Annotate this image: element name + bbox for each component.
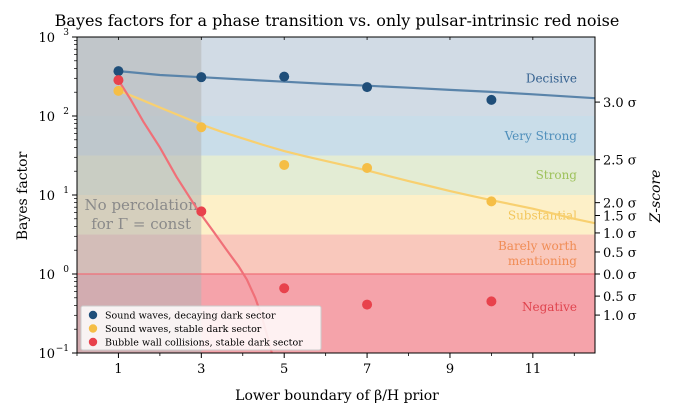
x-tick-label-4: 9 (446, 362, 454, 377)
chart-title: Bayes factors for a phase transition vs.… (55, 11, 620, 30)
point-series-0-0 (113, 66, 124, 77)
y-tick-exponent-2: 1 (63, 186, 69, 196)
band-label-3: Strong (536, 168, 578, 182)
point-series-1-3 (362, 162, 373, 173)
legend-label-1: Sound waves, stable dark sector (105, 324, 262, 335)
y-axis-label: Bayes factor (15, 151, 31, 240)
data-points (113, 66, 497, 310)
y-tick-exponent-3: 2 (63, 107, 69, 117)
right-y-axis-label: Z-score (648, 170, 664, 224)
z-tick-label-8: 3.0 σ (603, 96, 637, 111)
point-series-0-4 (486, 94, 497, 105)
y-tick-exponent-4: 3 (63, 28, 69, 38)
point-series-1-4 (486, 196, 497, 207)
legend-marker-0 (88, 310, 98, 320)
no-percolation-line2: for Γ = const (91, 215, 191, 233)
point-series-2-1 (196, 206, 207, 217)
y-tick-label-4: 10 (38, 31, 55, 46)
z-tick-label-1: 0.5 σ (603, 290, 637, 305)
z-tick-label-2: 0.0 σ (603, 268, 637, 283)
z-tick-label-6: 2.0 σ (603, 197, 637, 212)
point-series-0-3 (362, 82, 373, 93)
y-tick-label-0: 10 (38, 347, 55, 362)
band-label-2: Substantial (508, 209, 577, 223)
z-tick-label-0: 1.0 σ (603, 309, 637, 324)
y-tick-exponent-0: −1 (56, 344, 69, 354)
point-series-2-4 (486, 296, 497, 307)
point-series-0-1 (196, 72, 207, 83)
point-series-2-2 (279, 283, 290, 294)
z-tick-label-5: 1.5 σ (603, 210, 637, 225)
point-series-1-2 (279, 159, 290, 170)
z-tick-label-3: 0.5 σ (603, 246, 637, 261)
band-label-4: Very Strong (504, 129, 578, 143)
y-tick-label-1: 10 (38, 268, 55, 283)
band-label-5: Decisive (526, 71, 577, 85)
y-tick-label-3: 10 (38, 110, 55, 125)
x-tick-label-1: 3 (197, 362, 205, 377)
legend-marker-2 (88, 337, 98, 347)
curve-series-1 (117, 89, 595, 225)
point-series-0-2 (279, 71, 290, 82)
point-series-1-1 (196, 122, 207, 133)
z-tick-label-4: 1.0 σ (603, 227, 637, 242)
legend-box (80, 305, 322, 351)
x-tick-label-2: 5 (280, 362, 288, 377)
y-tick-label-2: 10 (38, 189, 55, 204)
point-series-2-3 (362, 299, 373, 310)
z-tick-label-7: 2.5 σ (603, 154, 637, 169)
point-series-2-0 (113, 75, 124, 86)
x-tick-label-0: 1 (114, 362, 122, 377)
x-tick-label-3: 7 (363, 362, 371, 377)
point-series-1-0 (113, 85, 124, 96)
band-label-0: Negative (522, 300, 577, 314)
no-percolation-line1: No percolation (85, 196, 199, 214)
no-percolation-shade (77, 37, 202, 353)
band-label-1-line2: mentioning (508, 254, 577, 268)
legend-label-0: Sound waves, decaying dark sector (105, 311, 276, 322)
legend-marker-1 (88, 324, 98, 333)
legend: Sound waves, decaying dark sector Sound w… (80, 305, 322, 351)
y-tick-exponent-1: 0 (63, 265, 69, 275)
curve-series-0 (118, 70, 595, 100)
x-tick-label-5: 11 (525, 362, 542, 377)
band-label-1: Barely worth (498, 239, 577, 253)
x-axis-label: Lower boundary of β/H prior (235, 388, 439, 404)
legend-label-2: Bubble wall collisions, stable dark sect… (105, 338, 303, 349)
